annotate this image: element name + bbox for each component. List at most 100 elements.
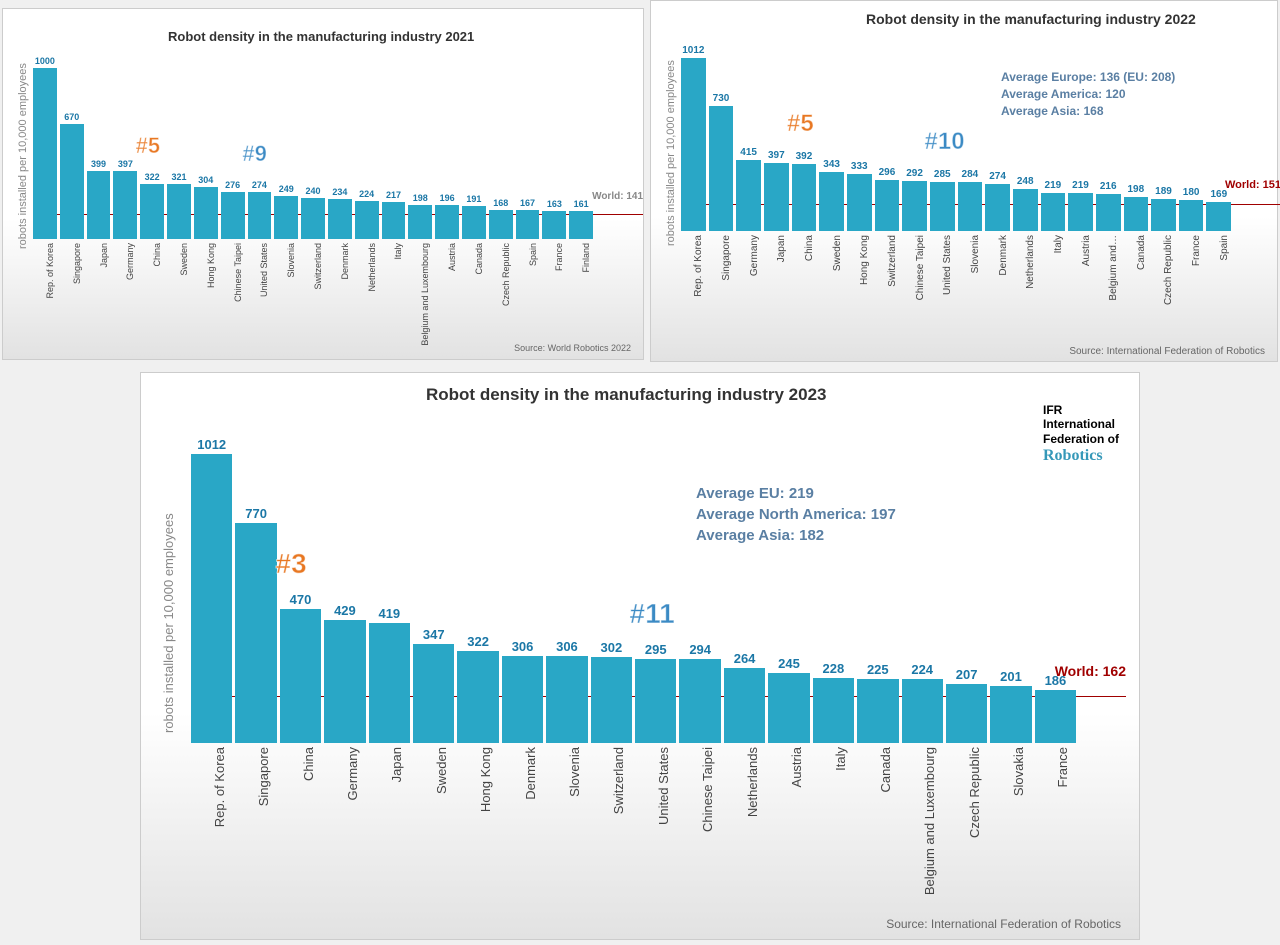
bar-group: 770Singapore (235, 506, 276, 743)
bar-group: 322Hong Kong (457, 634, 498, 743)
bar-value: 161 (574, 199, 589, 209)
bar-value: 296 (879, 167, 896, 178)
bar (1151, 199, 1176, 231)
rank-annotation: #9 (242, 141, 266, 167)
bar-value: 419 (378, 606, 400, 621)
bar-group: 285United States (930, 169, 955, 231)
bar-group: 429Germany (324, 603, 365, 743)
bar (819, 172, 844, 231)
bar (369, 623, 410, 743)
bar-value: 284 (962, 169, 979, 180)
bar-value: 306 (512, 639, 534, 654)
bar-label: Germany (749, 235, 760, 276)
bar (355, 201, 379, 239)
bar (792, 164, 817, 231)
bar-group: 294Chinese Taipei (679, 642, 720, 743)
bar-value: 219 (1072, 180, 1089, 191)
bar-label: Canada (474, 243, 484, 275)
bar-value: 670 (64, 112, 79, 122)
bar-group: 201Slovakia (990, 669, 1031, 743)
bar-label: Singapore (72, 243, 82, 284)
bar-value: 285 (934, 169, 951, 180)
bar-group: 347Sweden (413, 627, 454, 743)
bar (813, 678, 854, 743)
rank-annotation: #5 (787, 110, 814, 138)
bar-value: 264 (734, 651, 756, 666)
panel-2021-title: Robot density in the manufacturing indus… (168, 29, 474, 44)
bar-group: 321Sweden (167, 172, 191, 239)
bar-label: Canada (1136, 235, 1147, 270)
bar-value: 429 (334, 603, 356, 618)
bar (301, 198, 325, 239)
bar-label: Spain (528, 243, 538, 266)
bar (435, 205, 459, 239)
bar (764, 163, 789, 231)
bar-value: 397 (768, 150, 785, 161)
bar-label: Italy (833, 747, 848, 771)
bar-value: 186 (1045, 673, 1067, 688)
bar-group: 322China (140, 172, 164, 239)
bar-label: Czech Republic (1163, 235, 1174, 305)
bar-group: 397Germany (113, 159, 137, 239)
bar (1206, 202, 1231, 231)
ifr-logo-line2: International (1043, 417, 1119, 431)
bar-group: 292Chinese Taipei (902, 168, 927, 231)
bar-group: 284Slovenia (958, 169, 983, 231)
rank-annotation: #11 (630, 598, 675, 630)
bar (1041, 193, 1066, 231)
bar (1179, 200, 1204, 231)
bar-label: Netherlands (1025, 235, 1036, 289)
bar (569, 211, 593, 239)
bar (1096, 194, 1121, 231)
bar-label: Switzerland (887, 235, 898, 287)
bar-value: 1012 (197, 437, 226, 452)
bar (382, 202, 406, 239)
bar (709, 106, 734, 231)
bar-group: 415Germany (736, 147, 761, 231)
bar-value: 245 (778, 656, 800, 671)
bar (280, 609, 321, 743)
bar-label: Canada (878, 747, 893, 793)
bar-label: United States (942, 235, 953, 295)
bar-label: Denmark (998, 235, 1009, 276)
bar-label: Rep. of Korea (693, 235, 704, 297)
bar (457, 651, 498, 743)
bar-label: United States (656, 747, 671, 825)
bar-value: 217 (386, 190, 401, 200)
bar (1124, 197, 1149, 231)
bar-value: 224 (911, 662, 933, 677)
world-label: World: 151 (1225, 179, 1280, 191)
bar-label: Hong Kong (478, 747, 493, 812)
bar-label: Spain (1219, 235, 1230, 261)
bar-label: Austria (1081, 235, 1092, 266)
bar-group: 169Spain (1206, 189, 1231, 231)
bar-value: 294 (689, 642, 711, 657)
panel-2023-chart: World: 1621012Rep. of Korea770Singapore4… (191, 443, 1076, 743)
bar-label: Czech Republic (501, 243, 511, 306)
panel-2023-ylabel: robots installed per 10,000 employees (161, 513, 176, 733)
bar-value: 470 (290, 592, 312, 607)
panel-2021: Robot density in the manufacturing indus… (2, 8, 644, 360)
bar-group: 228Italy (813, 661, 854, 743)
bar (191, 454, 232, 743)
bar-value: 397 (118, 159, 133, 169)
bar-group: 276Chinese Taipei (221, 180, 245, 239)
bar-label: China (301, 747, 316, 781)
bar (274, 196, 298, 239)
bar-label: Hong Kong (859, 235, 870, 285)
bar-label: Singapore (721, 235, 732, 281)
bar-value: 240 (306, 186, 321, 196)
bar-label: Sweden (434, 747, 449, 794)
bar (60, 124, 84, 239)
bar-value: 1012 (682, 45, 704, 56)
bar-group: 306Slovenia (546, 639, 587, 743)
bar (33, 68, 57, 239)
bar (489, 210, 513, 239)
bar-label: France (1055, 747, 1070, 787)
bar-label: Italy (1053, 235, 1064, 253)
bar-value: 198 (1127, 184, 1144, 195)
bar-group: 163France (542, 199, 566, 239)
panel-2023-title: Robot density in the manufacturing indus… (426, 385, 827, 405)
bar-label: France (1191, 235, 1202, 266)
bar-value: 304 (198, 175, 213, 185)
